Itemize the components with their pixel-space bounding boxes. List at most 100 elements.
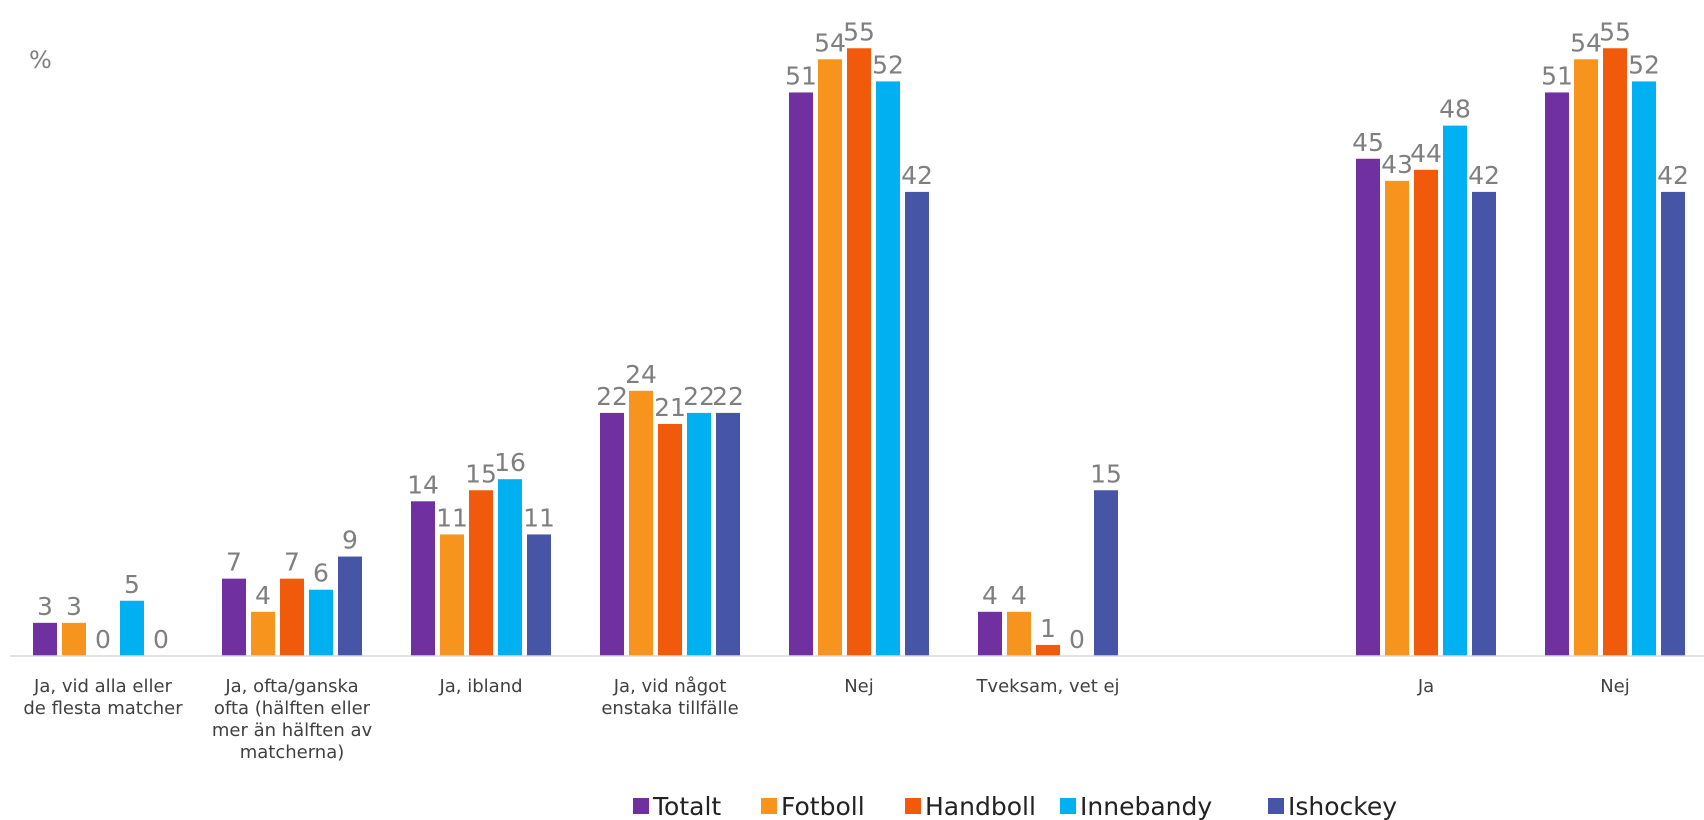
bar-fotboll-2 (440, 534, 464, 656)
data-label-fotboll-1: 4 (255, 581, 271, 610)
legend-swatch-innebandy (1060, 798, 1076, 814)
data-label-innebandy-2: 16 (494, 448, 526, 477)
bar-fotboll-7 (1385, 180, 1409, 656)
data-label-totalt-5: 4 (982, 581, 998, 610)
data-label-innebandy-5: 0 (1069, 625, 1085, 654)
legend-swatch-ishockey (1268, 798, 1284, 814)
data-label-fotboll-7: 43 (1381, 150, 1413, 179)
data-label-ishockey-2: 11 (523, 503, 555, 532)
data-label-handboll-0: 0 (95, 625, 111, 654)
legend-label-handboll: Handboll (925, 792, 1036, 820)
legend-label-totalt: Totalt (652, 792, 721, 820)
bar-handboll-5 (1036, 644, 1060, 656)
data-label-innebandy-1: 6 (313, 559, 329, 588)
data-label-innebandy-7: 48 (1439, 95, 1471, 124)
data-label-ishockey-7: 42 (1468, 161, 1500, 190)
data-label-totalt-2: 14 (407, 470, 439, 499)
bars-layer (33, 48, 1685, 657)
category-label-3: Ja, vid något enstaka tillfälle (601, 676, 738, 719)
legend-swatch-handboll (905, 798, 921, 814)
data-label-handboll-3: 21 (654, 393, 686, 422)
bar-fotboll-3 (629, 390, 653, 656)
data-label-ishockey-4: 42 (901, 161, 933, 190)
bar-innebandy-8 (1632, 81, 1656, 656)
bar-handboll-1 (280, 578, 304, 656)
data-label-innebandy-0: 5 (124, 570, 140, 599)
data-label-handboll-1: 7 (284, 548, 300, 577)
bar-totalt-2 (411, 501, 435, 656)
bar-handboll-8 (1603, 48, 1627, 656)
category-label-8: Nej (1600, 676, 1630, 697)
category-label-7: Ja (1417, 676, 1434, 697)
bar-totalt-0 (33, 622, 57, 656)
data-label-fotboll-3: 24 (625, 360, 657, 389)
bar-totalt-4 (789, 92, 813, 656)
y-unit-label: % (29, 46, 52, 74)
category-label-0: Ja, vid alla eller de flesta matcher (23, 676, 183, 719)
bar-totalt-1 (222, 578, 246, 656)
data-label-ishockey-0: 0 (153, 625, 169, 654)
data-label-handboll-7: 44 (1410, 139, 1442, 168)
category-label-4: Nej (844, 676, 874, 697)
bar-ishockey-1 (338, 556, 362, 656)
data-label-fotboll-5: 4 (1011, 581, 1027, 610)
legend-label-ishockey: Ishockey (1288, 792, 1397, 820)
bar-innebandy-3 (687, 412, 711, 656)
category-label-1: Ja, ofta/ganska ofta (hälften eller mer än… (212, 676, 373, 763)
legend-label-innebandy: Innebandy (1080, 792, 1212, 820)
bar-fotboll-0 (62, 622, 86, 656)
bar-ishockey-7 (1472, 191, 1496, 656)
data-label-ishockey-8: 42 (1657, 161, 1689, 190)
data-label-totalt-3: 22 (596, 382, 628, 411)
legend: Totalt Fotboll Handboll Innebandy Ishockey (633, 792, 1397, 820)
legend-swatch-fotboll (761, 798, 777, 814)
bar-fotboll-4 (818, 59, 842, 657)
bar-handboll-4 (847, 48, 871, 656)
data-label-innebandy-4: 52 (872, 50, 904, 79)
data-label-fotboll-2: 11 (436, 503, 468, 532)
bar-totalt-8 (1545, 92, 1569, 656)
bar-fotboll-1 (251, 611, 275, 656)
data-label-totalt-1: 7 (226, 548, 242, 577)
category-label-2: Ja, ibland (438, 676, 522, 697)
bar-ishockey-8 (1661, 191, 1685, 656)
data-label-ishockey-1: 9 (342, 526, 358, 555)
bar-ishockey-2 (527, 534, 551, 656)
data-label-fotboll-4: 54 (814, 28, 846, 57)
data-label-totalt-8: 51 (1541, 61, 1573, 90)
bar-totalt-7 (1356, 158, 1380, 656)
data-label-fotboll-0: 3 (66, 592, 82, 621)
bar-ishockey-4 (905, 191, 929, 656)
bar-ishockey-3 (716, 412, 740, 656)
data-label-ishockey-5: 15 (1090, 459, 1122, 488)
data-label-ishockey-3: 22 (712, 382, 744, 411)
bar-fotboll-5 (1007, 611, 1031, 656)
data-label-handboll-8: 55 (1599, 17, 1631, 46)
data-label-innebandy-8: 52 (1628, 50, 1660, 79)
data-label-innebandy-3: 22 (683, 382, 715, 411)
bar-innebandy-4 (876, 81, 900, 656)
bar-innebandy-0 (120, 600, 144, 656)
bar-handboll-7 (1414, 169, 1438, 657)
bar-innebandy-7 (1443, 125, 1467, 657)
bar-innebandy-2 (498, 479, 522, 656)
data-label-handboll-4: 55 (843, 17, 875, 46)
legend-swatch-totalt (633, 798, 649, 814)
bar-handboll-2 (469, 490, 493, 656)
bar-handboll-3 (658, 423, 682, 656)
category-labels-layer: Ja, vid alla eller de flesta matcher Ja, o… (23, 676, 1629, 763)
bar-fotboll-8 (1574, 59, 1598, 657)
data-label-totalt-7: 45 (1352, 128, 1384, 157)
data-label-fotboll-8: 54 (1570, 28, 1602, 57)
bar-ishockey-5 (1094, 490, 1118, 656)
data-label-handboll-2: 15 (465, 459, 497, 488)
bar-totalt-5 (978, 611, 1002, 656)
legend-label-fotboll: Fotboll (781, 792, 865, 820)
category-label-5: Tveksam, vet ej (975, 676, 1119, 697)
bar-innebandy-1 (309, 589, 333, 656)
data-label-totalt-0: 3 (37, 592, 53, 621)
data-label-totalt-4: 51 (785, 61, 817, 90)
